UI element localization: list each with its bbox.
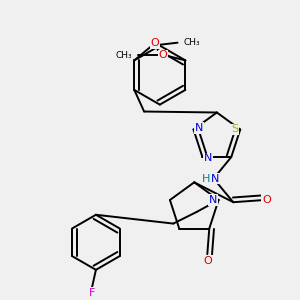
Text: O: O bbox=[262, 195, 271, 205]
Text: N: N bbox=[203, 153, 212, 164]
Text: N: N bbox=[195, 123, 203, 133]
Text: H: H bbox=[202, 174, 210, 184]
Text: N: N bbox=[209, 195, 218, 205]
Text: S: S bbox=[231, 124, 238, 134]
Text: CH₃: CH₃ bbox=[184, 38, 200, 47]
Text: O: O bbox=[203, 256, 212, 266]
Text: O: O bbox=[151, 38, 159, 48]
Text: CH₃: CH₃ bbox=[116, 51, 132, 60]
Text: F: F bbox=[89, 288, 95, 298]
Text: N: N bbox=[211, 174, 219, 184]
Text: O: O bbox=[158, 50, 167, 61]
